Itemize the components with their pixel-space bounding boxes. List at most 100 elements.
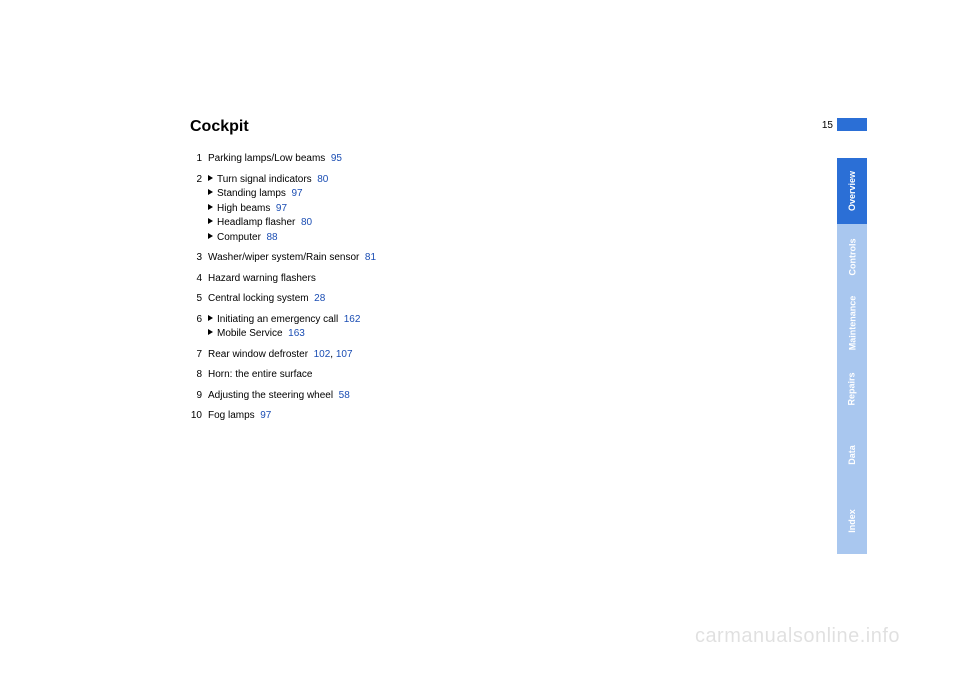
page-ref[interactable]: 80 xyxy=(301,217,312,228)
tab-data[interactable]: Data xyxy=(837,422,867,488)
item-number: 5 xyxy=(190,292,208,307)
tab-label: Maintenance xyxy=(847,296,857,351)
page-number: 15 xyxy=(822,120,833,131)
triangle-icon xyxy=(208,204,213,210)
item-number: 10 xyxy=(190,409,208,424)
list-item: 10Fog lamps 97 xyxy=(190,409,440,424)
item-text: Initiating an emergency call xyxy=(217,314,338,325)
tab-label: Data xyxy=(847,445,857,465)
item-line: Turn signal indicators 80 xyxy=(208,173,440,188)
item-line: Central locking system 28 xyxy=(208,292,440,307)
list-item: 2Turn signal indicators 80Standing lamps… xyxy=(190,173,440,246)
item-line: Headlamp flasher 80 xyxy=(208,216,440,231)
tab-label: Controls xyxy=(847,239,857,276)
item-number: 6 xyxy=(190,313,208,342)
item-number: 4 xyxy=(190,272,208,287)
list-item: 9Adjusting the steering wheel 58 xyxy=(190,389,440,404)
tab-index[interactable]: Index xyxy=(837,488,867,554)
tab-maintenance[interactable]: Maintenance xyxy=(837,290,867,356)
item-body: Central locking system 28 xyxy=(208,292,440,307)
item-body: Rear window defroster 102, 107 xyxy=(208,348,440,363)
item-text: Washer/wiper system/Rain sensor xyxy=(208,252,359,263)
page-ref[interactable]: 97 xyxy=(260,410,271,421)
list-item: 3Washer/wiper system/Rain sensor 81 xyxy=(190,251,440,266)
item-line: Mobile Service 163 xyxy=(208,327,440,342)
item-text: Computer xyxy=(217,232,261,243)
item-line: Computer 88 xyxy=(208,231,440,246)
tab-overview[interactable]: Overview xyxy=(837,158,867,224)
page-ref[interactable]: 102 xyxy=(314,349,331,360)
list-item: 7Rear window defroster 102, 107 xyxy=(190,348,440,363)
page-ref[interactable]: 88 xyxy=(266,232,277,243)
item-text: Horn: the entire surface xyxy=(208,369,313,380)
item-body: Turn signal indicators 80Standing lamps … xyxy=(208,173,440,246)
triangle-icon xyxy=(208,233,213,239)
item-body: Horn: the entire surface xyxy=(208,368,440,383)
list-item: 1Parking lamps/Low beams 95 xyxy=(190,152,440,167)
triangle-icon xyxy=(208,189,213,195)
tab-repairs[interactable]: Repairs xyxy=(837,356,867,422)
page-ref[interactable]: 97 xyxy=(276,203,287,214)
item-text: Parking lamps/Low beams xyxy=(208,153,325,164)
page-ref[interactable]: 28 xyxy=(314,293,325,304)
page-ref[interactable]: 107 xyxy=(336,349,353,360)
page-ref[interactable]: 97 xyxy=(292,188,303,199)
item-line: Rear window defroster 102, 107 xyxy=(208,348,440,363)
item-line: Hazard warning flashers xyxy=(208,272,440,287)
page-ref[interactable]: 80 xyxy=(317,174,328,185)
page-title: Cockpit xyxy=(190,118,750,136)
item-text: Standing lamps xyxy=(217,188,286,199)
item-body: Adjusting the steering wheel 58 xyxy=(208,389,440,404)
page-content: Cockpit 1Parking lamps/Low beams 952Turn… xyxy=(190,118,750,430)
item-line: Fog lamps 97 xyxy=(208,409,440,424)
item-number: 8 xyxy=(190,368,208,383)
tab-label: Index xyxy=(847,509,857,533)
item-body: Hazard warning flashers xyxy=(208,272,440,287)
item-line: Washer/wiper system/Rain sensor 81 xyxy=(208,251,440,266)
item-line: Initiating an emergency call 162 xyxy=(208,313,440,328)
list-item: 4Hazard warning flashers xyxy=(190,272,440,287)
item-number: 9 xyxy=(190,389,208,404)
page-ref[interactable]: 58 xyxy=(339,390,350,401)
watermark: carmanualsonline.info xyxy=(695,625,900,648)
page-ref[interactable]: 163 xyxy=(288,328,305,339)
item-text: Mobile Service xyxy=(217,328,283,339)
page-marker xyxy=(837,118,867,131)
page-ref[interactable]: 95 xyxy=(331,153,342,164)
item-number: 3 xyxy=(190,251,208,266)
index-list: 1Parking lamps/Low beams 952Turn signal … xyxy=(190,152,750,424)
triangle-icon xyxy=(208,329,213,335)
item-text: Rear window defroster xyxy=(208,349,308,360)
item-number: 1 xyxy=(190,152,208,167)
item-line: Horn: the entire surface xyxy=(208,368,440,383)
item-line: Parking lamps/Low beams 95 xyxy=(208,152,440,167)
item-number: 7 xyxy=(190,348,208,363)
tab-controls[interactable]: Controls xyxy=(837,224,867,290)
triangle-icon xyxy=(208,175,213,181)
item-text: Central locking system xyxy=(208,293,309,304)
page-ref[interactable]: 162 xyxy=(344,314,361,325)
item-line: Standing lamps 97 xyxy=(208,187,440,202)
triangle-icon xyxy=(208,315,213,321)
item-body: Fog lamps 97 xyxy=(208,409,440,424)
item-line: High beams 97 xyxy=(208,202,440,217)
list-item: 5Central locking system 28 xyxy=(190,292,440,307)
list-item: 6Initiating an emergency call 162Mobile … xyxy=(190,313,440,342)
item-line: Adjusting the steering wheel 58 xyxy=(208,389,440,404)
tab-label: Overview xyxy=(847,171,857,211)
triangle-icon xyxy=(208,218,213,224)
section-tabs: Overview Controls Maintenance Repairs Data In… xyxy=(837,158,867,554)
tab-label: Repairs xyxy=(847,372,857,405)
item-text: High beams xyxy=(217,203,270,214)
item-text: Adjusting the steering wheel xyxy=(208,390,333,401)
list-item: 8Horn: the entire surface xyxy=(190,368,440,383)
page-ref[interactable]: 81 xyxy=(365,252,376,263)
item-text: Headlamp flasher xyxy=(217,217,295,228)
item-text: Fog lamps xyxy=(208,410,255,421)
item-text: Hazard warning flashers xyxy=(208,273,316,284)
item-text: Turn signal indicators xyxy=(217,174,312,185)
item-number: 2 xyxy=(190,173,208,246)
item-body: Washer/wiper system/Rain sensor 81 xyxy=(208,251,440,266)
item-body: Parking lamps/Low beams 95 xyxy=(208,152,440,167)
item-body: Initiating an emergency call 162Mobile S… xyxy=(208,313,440,342)
